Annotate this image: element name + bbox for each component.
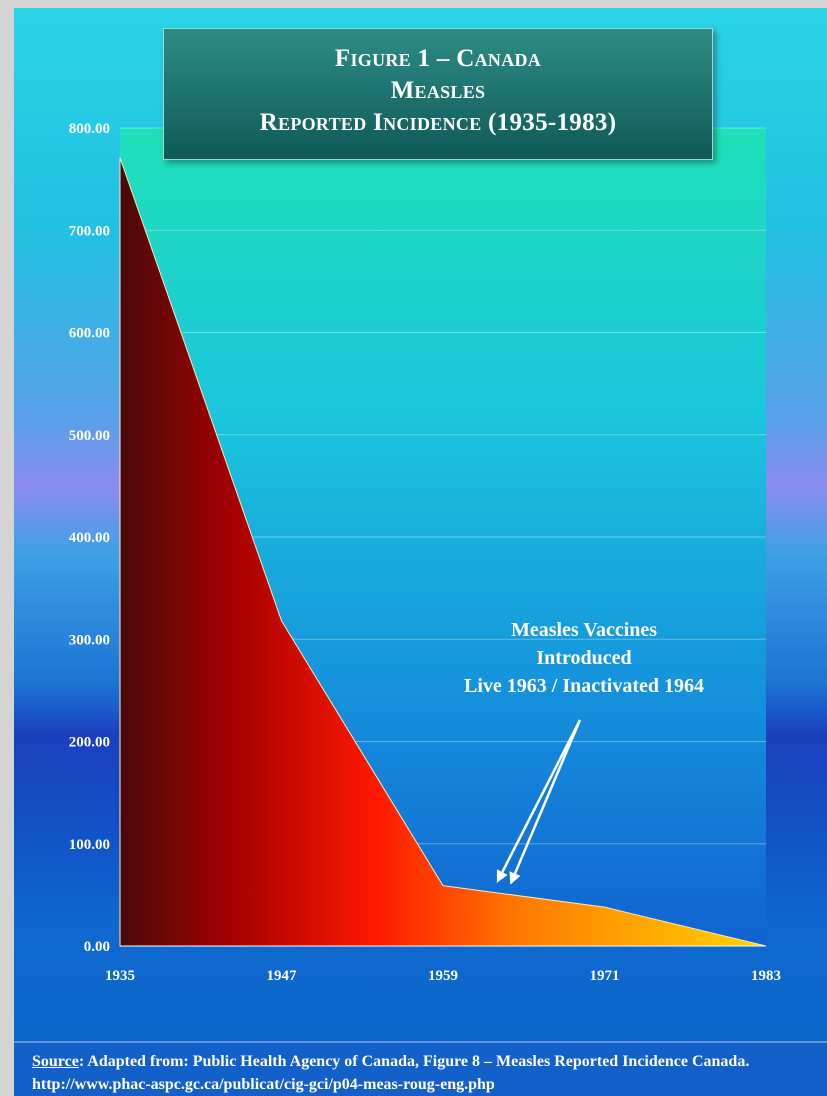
annotation-arrow <box>496 719 582 883</box>
source-footer: Source: Adapted from: Public Health Agen… <box>14 1041 827 1096</box>
x-tick-label: 1983 <box>751 968 781 984</box>
annotation-line: Measles Vaccines <box>511 619 657 641</box>
y-tick-label: 0.00 <box>84 939 110 955</box>
title-line-1: Figure 1 – Canada <box>334 45 542 72</box>
chart-title-box: Figure 1 – Canada Measles Reported Incid… <box>163 28 713 160</box>
annotation-arrow <box>509 719 582 885</box>
chart-slide: 0.00 100.00 200.00 300.00 400.00 500.00 600.00… <box>14 8 827 1096</box>
y-tick-label: 300.00 <box>69 632 110 648</box>
y-tick-label: 700.00 <box>69 223 110 239</box>
source-text: : Adapted from: Public Health Agency of … <box>32 1053 750 1093</box>
x-tick-label: 1959 <box>428 968 458 984</box>
title-line-2: Measles <box>390 77 486 104</box>
vaccine-annotation: Measles Vaccines Introduced Live 1963 / In… <box>464 619 704 885</box>
y-tick-label: 100.00 <box>69 837 110 853</box>
y-tick-label: 800.00 <box>69 121 110 137</box>
title-line-3: Reported Incidence (1935-1983) <box>259 109 617 136</box>
y-tick-label: 600.00 <box>69 326 110 342</box>
source-label: Source <box>32 1053 79 1070</box>
y-tick-label: 500.00 <box>69 428 110 444</box>
y-tick-label: 400.00 <box>69 530 110 546</box>
y-tick-label: 200.00 <box>69 735 110 751</box>
chart-canvas: 0.00 100.00 200.00 300.00 400.00 500.00 600.00… <box>69 121 781 984</box>
x-tick-label: 1947 <box>267 968 298 984</box>
x-tick-label: 1935 <box>105 968 135 984</box>
x-tick-label: 1971 <box>590 968 620 984</box>
annotation-line: Introduced <box>536 647 631 669</box>
y-axis-ticks: 0.00 100.00 200.00 300.00 400.00 500.00 600.00… <box>69 121 110 955</box>
x-axis-ticks: 1935 1947 1959 1971 1983 <box>105 968 781 984</box>
annotation-line: Live 1963 / Inactivated 1964 <box>464 675 704 697</box>
